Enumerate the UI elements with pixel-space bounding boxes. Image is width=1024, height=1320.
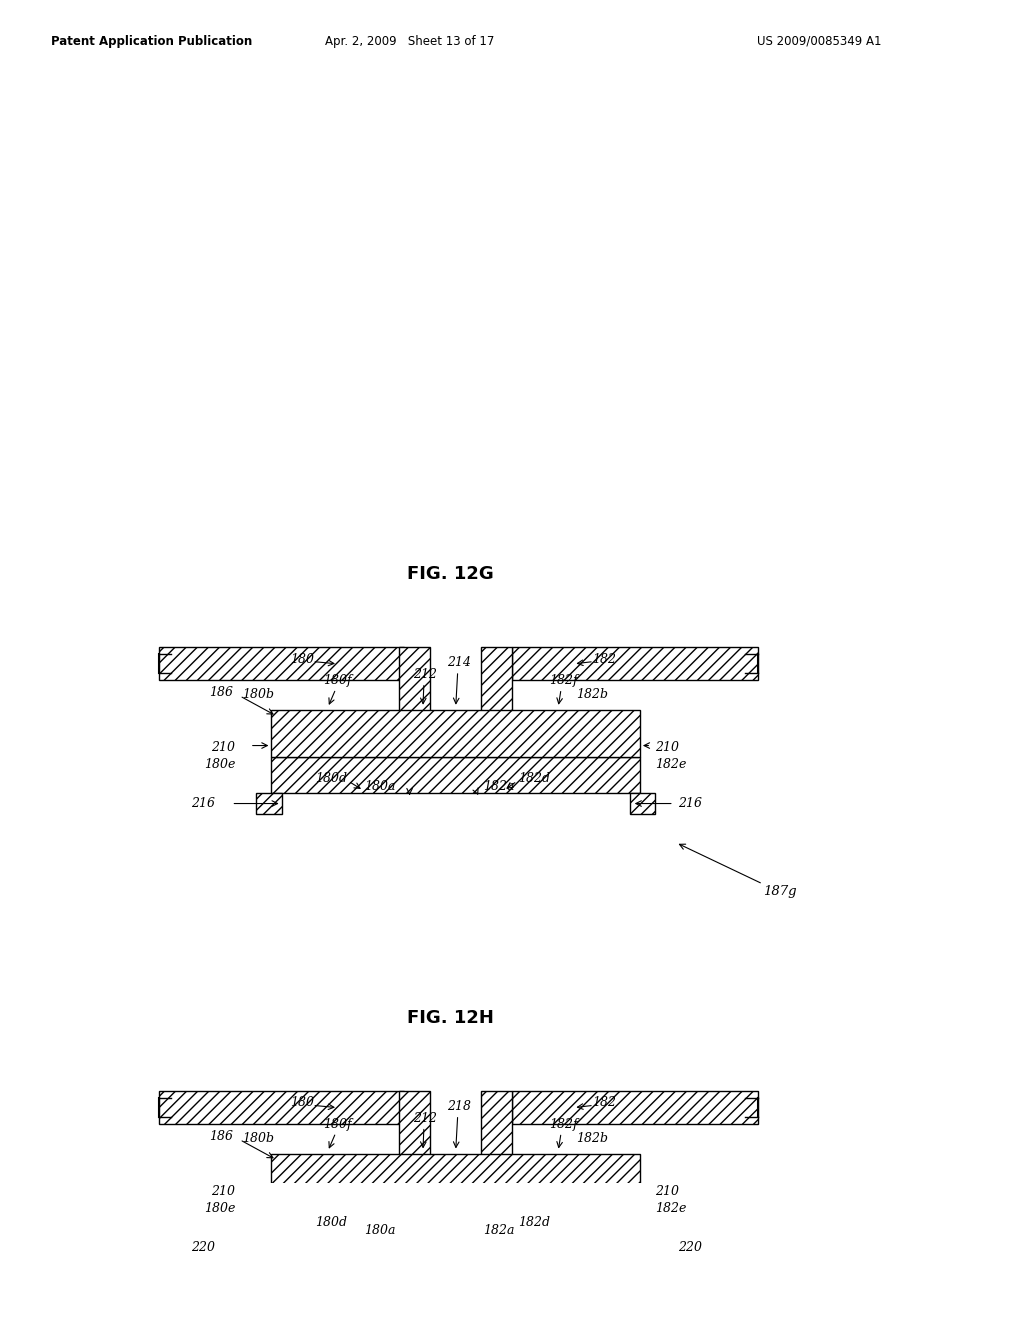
- Text: 182: 182: [592, 652, 616, 665]
- Bar: [512, 1092, 758, 1125]
- Text: 212: 212: [413, 1111, 437, 1125]
- Text: 180d: 180d: [314, 1216, 347, 1229]
- Text: 220: 220: [191, 1241, 215, 1254]
- Text: 182b: 182b: [575, 1133, 608, 1144]
- Bar: [481, 1092, 512, 1201]
- Text: 180e: 180e: [204, 758, 236, 771]
- Text: 218: 218: [446, 1100, 471, 1113]
- Bar: [271, 710, 640, 758]
- Text: 182d: 182d: [518, 772, 551, 785]
- Bar: [271, 1201, 640, 1237]
- Text: US 2009/0085349 A1: US 2009/0085349 A1: [757, 34, 882, 48]
- Text: 182e: 182e: [655, 758, 687, 771]
- Text: 210: 210: [212, 1185, 236, 1199]
- Bar: [159, 647, 404, 680]
- Text: 210: 210: [655, 1185, 679, 1199]
- Text: 210: 210: [212, 742, 236, 755]
- Bar: [399, 647, 430, 758]
- Text: 210: 210: [655, 742, 679, 755]
- Text: 216: 216: [191, 797, 215, 810]
- Bar: [512, 647, 758, 680]
- Bar: [399, 1092, 430, 1201]
- Bar: [630, 793, 655, 814]
- Text: 214: 214: [446, 656, 471, 669]
- Text: 180f: 180f: [324, 1118, 352, 1131]
- Text: 180f: 180f: [324, 675, 352, 686]
- Text: 182f: 182f: [549, 1118, 578, 1131]
- Bar: [256, 1237, 282, 1258]
- Text: 186: 186: [210, 686, 233, 698]
- Text: 186: 186: [210, 1130, 233, 1143]
- Text: 180a: 180a: [364, 1224, 395, 1237]
- Bar: [630, 1237, 655, 1258]
- Text: 180b: 180b: [242, 1133, 274, 1144]
- Text: 182a: 182a: [483, 780, 515, 793]
- Text: 180a: 180a: [364, 780, 395, 793]
- Text: 212: 212: [413, 668, 437, 681]
- Bar: [256, 793, 282, 814]
- Text: FIG. 12H: FIG. 12H: [408, 1008, 494, 1027]
- Text: 180b: 180b: [242, 688, 274, 701]
- Text: 182: 182: [592, 1097, 616, 1109]
- Text: FIG. 12G: FIG. 12G: [408, 565, 494, 583]
- Text: 182e: 182e: [655, 1201, 687, 1214]
- Text: Patent Application Publication: Patent Application Publication: [51, 34, 253, 48]
- Text: 180e: 180e: [204, 1201, 236, 1214]
- Text: Apr. 2, 2009   Sheet 13 of 17: Apr. 2, 2009 Sheet 13 of 17: [325, 34, 495, 48]
- Text: 182f: 182f: [549, 675, 578, 686]
- Text: 220: 220: [678, 1241, 701, 1254]
- Bar: [271, 1154, 640, 1201]
- Text: 180: 180: [290, 652, 314, 665]
- Text: 182d: 182d: [518, 1216, 551, 1229]
- Bar: [481, 647, 512, 758]
- Text: 216: 216: [678, 797, 701, 810]
- Bar: [271, 758, 640, 793]
- Text: 182b: 182b: [575, 688, 608, 701]
- Text: 187g: 187g: [763, 884, 797, 898]
- Text: 180: 180: [290, 1097, 314, 1109]
- Text: 180d: 180d: [314, 772, 347, 785]
- Text: 182a: 182a: [483, 1224, 515, 1237]
- Bar: [159, 1092, 404, 1125]
